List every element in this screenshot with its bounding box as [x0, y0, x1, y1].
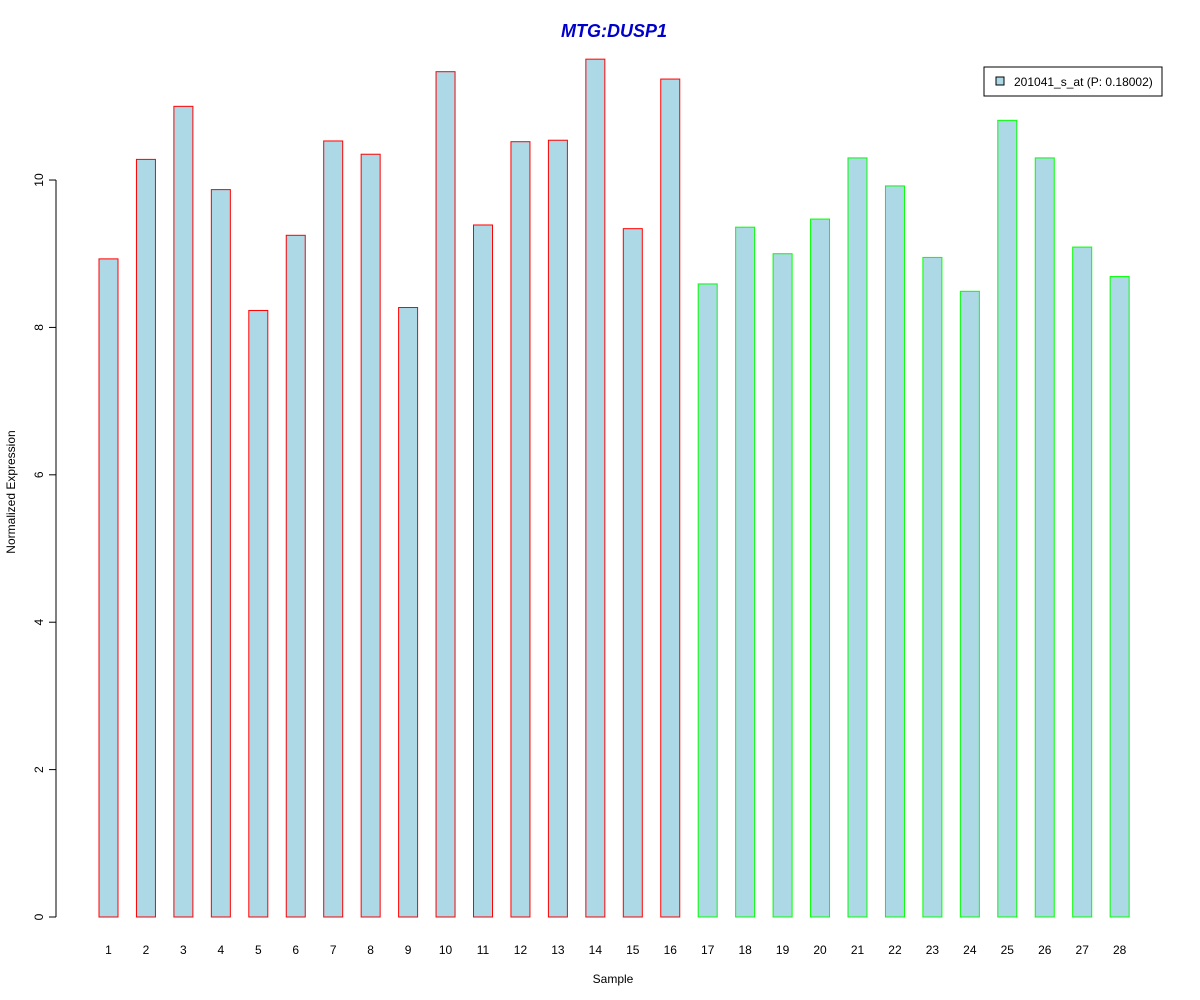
x-tick-label: 26: [1038, 943, 1052, 957]
bar: [997, 119, 1018, 918]
x-tick-label: 13: [551, 943, 565, 957]
y-tick-label: 8: [32, 324, 46, 331]
x-tick-label: 18: [738, 943, 752, 957]
bar: [847, 157, 868, 918]
x-tick-label: 5: [255, 943, 262, 957]
y-tick-label: 2: [32, 766, 46, 773]
x-tick-label: 2: [143, 943, 150, 957]
x-tick-label: 3: [180, 943, 187, 957]
x-tick-label: 16: [664, 943, 678, 957]
bar: [697, 283, 718, 918]
bar: [360, 153, 381, 918]
x-tick-label: 28: [1113, 943, 1127, 957]
bar: [173, 105, 194, 918]
bar: [1034, 157, 1055, 918]
x-tick-label: 1: [105, 943, 112, 957]
y-tick-label: 4: [32, 619, 46, 626]
x-tick-label: 23: [926, 943, 940, 957]
bar: [1109, 276, 1130, 918]
bar: [285, 234, 306, 918]
x-tick-label: 25: [1001, 943, 1015, 957]
x-tick-label: 7: [330, 943, 337, 957]
bar: [660, 78, 681, 918]
bar: [510, 141, 531, 918]
x-tick-label: 20: [813, 943, 827, 957]
x-tick-label: 19: [776, 943, 790, 957]
bar: [810, 218, 831, 918]
x-tick-label: 9: [405, 943, 412, 957]
x-tick-label: 21: [851, 943, 865, 957]
bar: [398, 307, 419, 918]
bar: [473, 224, 493, 918]
bar: [959, 290, 980, 918]
bar: [323, 140, 344, 918]
x-tick-labels: 1 2 3 4 5 6 7 8 9 10 11 12 13 14 15 16 17 18 19 20 21 22 23 24 2…: [105, 943, 1126, 957]
legend-label: 201041_s_at (P: 0.18002): [1014, 75, 1153, 89]
bar: [435, 71, 456, 918]
x-tick-label: 11: [477, 943, 490, 957]
y-tick-label: 0: [32, 913, 46, 920]
bar: [547, 139, 568, 918]
bars: [98, 58, 1130, 918]
x-tick-label: 24: [963, 943, 977, 957]
legend: 201041_s_at (P: 0.18002): [983, 66, 1163, 97]
bar: [585, 58, 606, 918]
y-axis-label: Normalized Expression: [4, 430, 18, 553]
x-axis-label: Sample: [593, 972, 634, 986]
legend-box: [983, 66, 1163, 97]
bar: [135, 158, 156, 918]
bar: [210, 189, 231, 918]
bar: [884, 185, 905, 918]
x-tick-label: 14: [589, 943, 603, 957]
bar: [622, 228, 643, 918]
x-tick-label: 6: [292, 943, 299, 957]
bar: [922, 256, 943, 918]
chart-title: MTG:DUSP1: [561, 21, 667, 41]
x-tick-label: 27: [1076, 943, 1090, 957]
bar: [735, 226, 756, 918]
x-tick-label: 17: [701, 943, 715, 957]
x-tick-label: 15: [626, 943, 640, 957]
y-tick-label: 6: [32, 471, 46, 478]
x-tick-label: 10: [439, 943, 453, 957]
x-tick-label: 12: [514, 943, 528, 957]
x-tick-label: 4: [218, 943, 225, 957]
bar: [98, 258, 119, 918]
y-tick-label: 10: [32, 173, 46, 187]
x-tick-label: 8: [367, 943, 374, 957]
bar: [248, 309, 269, 918]
y-axis: 0 2 4 6 8 10: [32, 173, 57, 920]
bar: [772, 253, 793, 918]
legend-swatch: [995, 76, 1005, 86]
bar: [1072, 246, 1093, 918]
x-tick-label: 22: [888, 943, 902, 957]
